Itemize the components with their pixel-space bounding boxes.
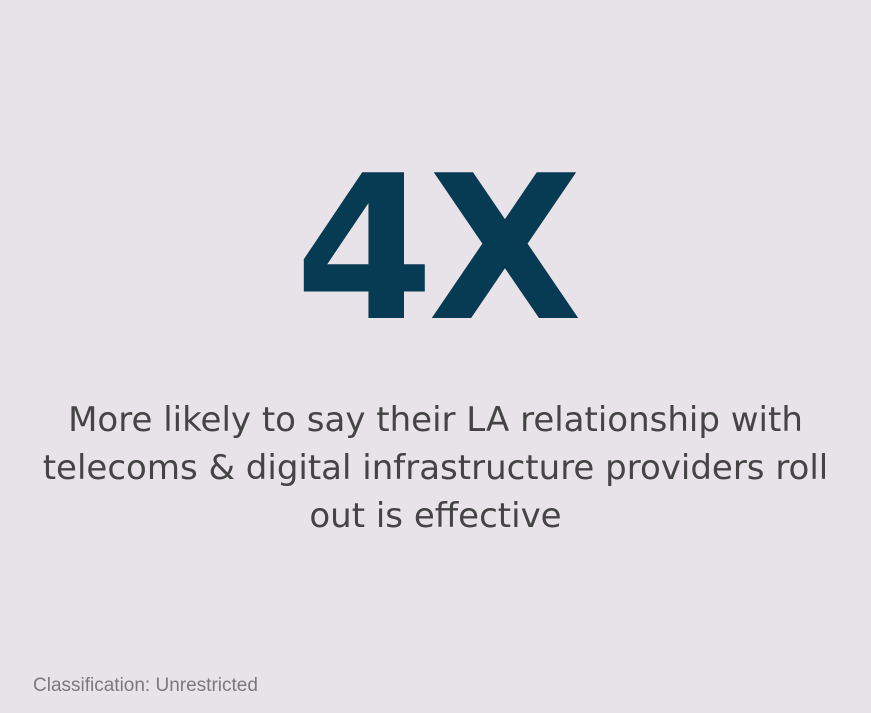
statistic-description: More likely to say their LA relationship… bbox=[42, 400, 829, 536]
statistic-figure: 4X bbox=[294, 133, 582, 366]
classification-label: Classification: Unrestricted bbox=[33, 675, 258, 696]
